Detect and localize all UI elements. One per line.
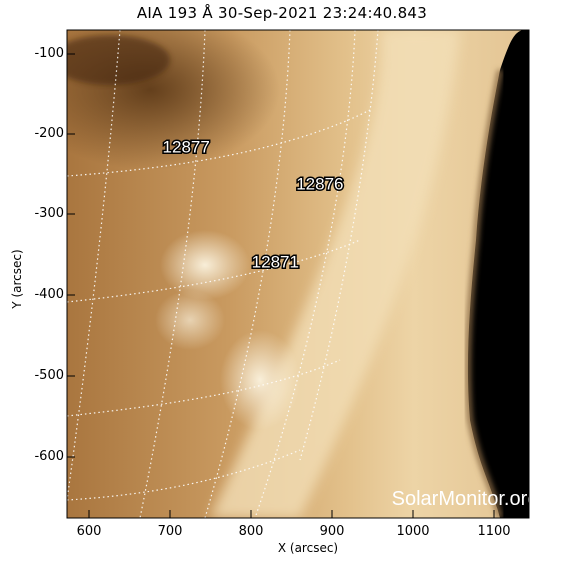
- y-axis-label: Y (arcsec): [10, 249, 24, 309]
- plot-title: AIA 193 Å 30-Sep-2021 23:24:40.843: [136, 4, 428, 22]
- region-label-12871: 12871: [252, 253, 299, 272]
- y-tick-label: -100: [34, 46, 64, 61]
- x-tick-label: 1000: [396, 524, 430, 539]
- y-tick-label: -300: [34, 206, 64, 221]
- plot-frame: [66, 29, 530, 519]
- region-label-12876: 12876: [296, 174, 343, 193]
- region-label-12877: 12877: [163, 137, 210, 156]
- y-tick-label: -400: [34, 287, 64, 302]
- x-tick-label: 700: [157, 524, 183, 539]
- region-label-12877: 12877: [163, 137, 210, 156]
- sun-image: SolarMonitor.org: [67, 30, 539, 518]
- coordinate-grid: [67, 30, 379, 518]
- x-tick-label: 600: [76, 524, 102, 539]
- x-axis-label: X (arcsec): [277, 541, 339, 555]
- region-label-12876: 12876: [296, 174, 343, 193]
- region-label-12871: 12871: [252, 253, 299, 272]
- x-tick-label: 900: [319, 524, 345, 539]
- y-tick-label: -600: [34, 449, 64, 464]
- watermark: SolarMonitor.org: [392, 488, 539, 510]
- y-tick-label: -200: [34, 126, 64, 141]
- x-tick-label: 800: [238, 524, 264, 539]
- y-tick-label: -500: [34, 368, 64, 383]
- x-tick-label: 1100: [477, 524, 511, 539]
- tick-marks: [67, 53, 495, 518]
